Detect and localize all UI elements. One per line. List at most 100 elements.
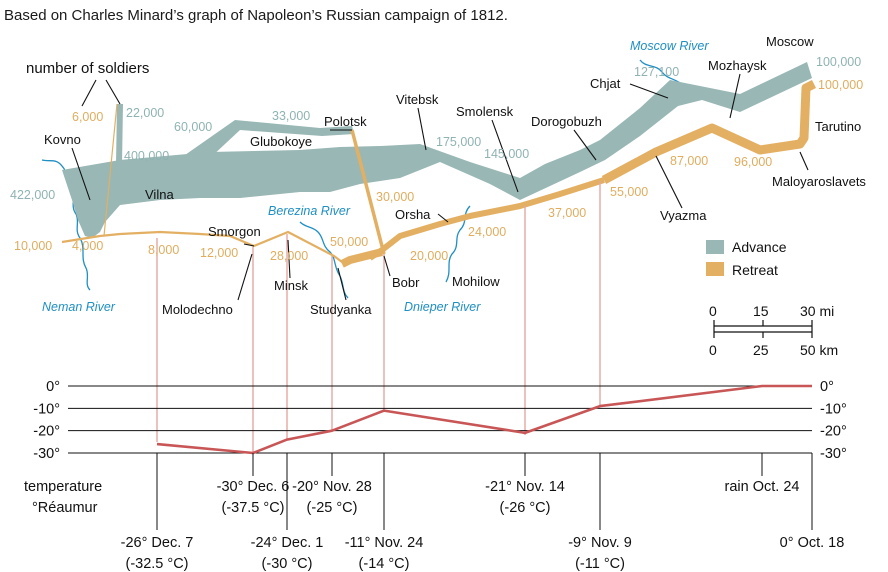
- leader-mozhaysk: [729, 73, 741, 119]
- temp-point-label: -26° Dec. 7: [121, 535, 194, 551]
- retreat-mid-path: [368, 177, 605, 261]
- adv-smolensk-count: 145,000: [484, 147, 529, 161]
- temp-point-label: (-37.5 °C): [221, 500, 284, 516]
- city-molodechno: Molodechno: [162, 302, 233, 317]
- scale-km-0: 0: [709, 342, 717, 358]
- temp-point-label: (-14 °C): [359, 556, 410, 572]
- scale-mi-0: 0: [709, 303, 717, 319]
- leader-studyanka: [337, 267, 347, 301]
- city-chjat: Chjat: [590, 76, 621, 91]
- ret-minsk-count: 28,000: [270, 249, 308, 263]
- temp-point-label: -24° Dec. 1: [251, 535, 324, 551]
- temp-tick-left: -20°: [33, 424, 60, 440]
- soldiers-callout-label: number of soldiers: [26, 60, 149, 77]
- temp-point-label: (-26 °C): [500, 500, 551, 516]
- leader-vyazma: [655, 155, 683, 209]
- leader-soldiers-right: [105, 79, 121, 105]
- adv-kovno-count: 422,000: [10, 188, 55, 202]
- city-maloyaroslavets: Maloyaroslavets: [772, 174, 866, 189]
- temperature-line: [156, 384, 812, 455]
- temperature-label-line1: temperature: [24, 479, 102, 495]
- legend-retreat-label: Retreat: [732, 262, 778, 278]
- leader-smolensk: [491, 119, 519, 193]
- city-polotsk: Polotsk: [324, 114, 367, 129]
- ret-maloyaroslavets-count: 96,000: [734, 155, 772, 169]
- advance-count-labels: 422,000 400,000 22,000 60,000 33,000 175…: [10, 55, 861, 202]
- leader-smorgon: [243, 243, 255, 247]
- ret-bobr-count: 20,000: [410, 249, 448, 263]
- retreat-main-path: [601, 79, 817, 184]
- temp-tick-right: 0°: [820, 379, 834, 395]
- city-bobr: Bobr: [392, 275, 420, 290]
- temp-point-label: -9° Nov. 9: [568, 535, 632, 551]
- city-labels: Kovno Vilna Glubokoye Polotsk Vitebsk Sm…: [44, 34, 866, 317]
- ret-vyazma-west-count: 87,000: [670, 154, 708, 168]
- ret-smorgon-count: 12,000: [200, 246, 238, 260]
- leader-molodechno: [237, 253, 253, 301]
- temp-point-label: (-25 °C): [307, 500, 358, 516]
- scale-km-25: 25: [753, 342, 769, 358]
- ret-orsha-count: 24,000: [468, 225, 506, 239]
- leader-soldiers-left: [81, 79, 97, 107]
- temp-tick-right: -10°: [820, 401, 847, 417]
- temp-point-label: (-11 °C): [575, 556, 625, 572]
- retreat-polotsk-branch: [350, 129, 386, 255]
- temperature-grid: [68, 385, 812, 454]
- retreat-branch-stub: [103, 103, 118, 237]
- city-mohilow: Mohilow: [452, 274, 500, 289]
- leader-lines: [71, 73, 809, 301]
- temperature-point-labels: 0° Oct. 18 rain Oct. 24 -9° Nov. 9 (-11 °C)…: [121, 479, 845, 572]
- neman-river-path: [41, 159, 91, 291]
- city-dorogobuzh: Dorogobuzh: [531, 114, 602, 129]
- ret-kovno-count: 10,000: [14, 239, 52, 253]
- adv-vilna-count: 400,000: [124, 149, 169, 163]
- retreat-west-path: [61, 230, 343, 263]
- advance-north-branch: [175, 120, 354, 162]
- temp-tick-left: 0°: [46, 379, 60, 395]
- leader-maloyaroslavets: [799, 151, 809, 171]
- city-studyanka: Studyanka: [310, 302, 372, 317]
- scale-mi-30: 30 mi: [800, 303, 834, 319]
- legend: Advance Retreat: [706, 239, 787, 278]
- ret-smolensk-count: 37,000: [548, 206, 586, 220]
- city-tarutino: Tarutino: [815, 119, 861, 134]
- ret-vilna-count: 4,000: [72, 239, 103, 253]
- temp-point-label: 0° Oct. 18: [780, 535, 845, 551]
- river-moscow-label: Moscow River: [630, 39, 709, 53]
- advance-branch-stub: [116, 104, 123, 165]
- leader-kovno: [71, 147, 91, 201]
- adv-polotsk-count: 33,000: [272, 109, 310, 123]
- city-glubokoye: Glubokoye: [250, 134, 312, 149]
- ret-molodechno-count: 8,000: [148, 243, 179, 257]
- city-vilna: Vilna: [145, 187, 174, 202]
- adv-branch-top-count: 22,000: [126, 106, 164, 120]
- ret-berezina-count: 50,000: [330, 235, 368, 249]
- river-berezina-label: Berezina River: [268, 204, 351, 218]
- ret-vyazma-count: 55,000: [610, 185, 648, 199]
- temp-tick-right: -30°: [820, 446, 847, 462]
- city-smolensk: Smolensk: [456, 104, 514, 119]
- troop-flows: [61, 62, 817, 268]
- city-mozhaysk: Mozhaysk: [708, 58, 767, 73]
- city-orsha: Orsha: [395, 207, 431, 222]
- city-moscow: Moscow: [766, 34, 814, 49]
- river-labels: Neman River Berezina River Dnieper River…: [42, 39, 709, 314]
- river-dnieper-label: Dnieper River: [404, 300, 481, 314]
- temp-tick-right: -20°: [820, 424, 847, 440]
- leader-chjat: [629, 83, 669, 99]
- scale-bar: 0 15 30 mi 0 25 50 km: [709, 303, 838, 358]
- temp-point-label: -11° Nov. 24: [345, 535, 424, 551]
- leader-vitebsk: [417, 107, 427, 151]
- scale-km-50: 50 km: [800, 342, 838, 358]
- legend-advance-swatch: [706, 240, 724, 254]
- temp-tick-left: -10°: [33, 401, 60, 417]
- temp-point-label: (-32.5 °C): [125, 556, 188, 572]
- ret-moscow-count: 100,000: [818, 78, 863, 92]
- retreat-count-labels: 100,000 96,000 87,000 55,000 37,000 24,0…: [14, 78, 863, 263]
- adv-chjat-count: 127,100: [634, 65, 679, 79]
- temperature-axis-labels: 0° 0° -10° -10° -20° -20° -30° -30°: [33, 379, 847, 462]
- advance-main-band: [62, 62, 812, 238]
- temperature-label-line2: °Réaumur: [32, 500, 98, 516]
- temp-point-label: -30° Dec. 6: [217, 479, 290, 495]
